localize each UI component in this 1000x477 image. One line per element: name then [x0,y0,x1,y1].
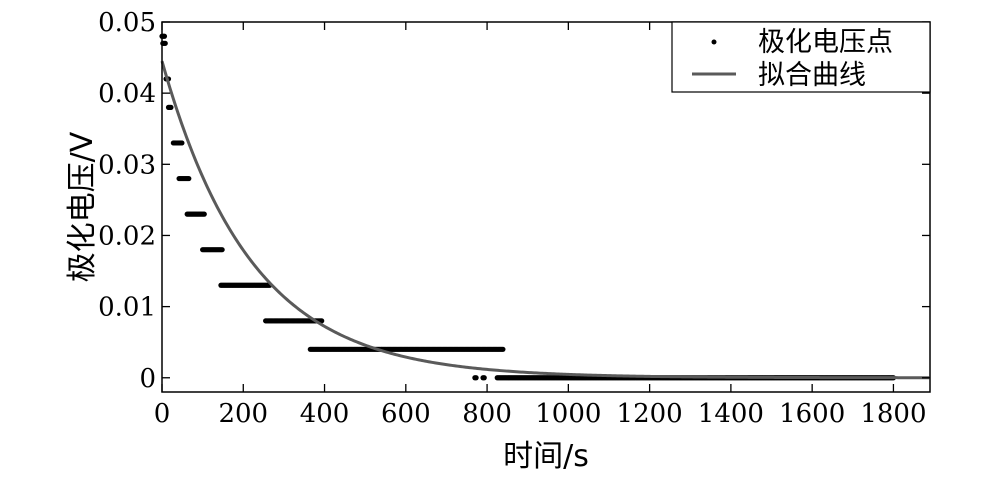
y-tick-label: 0.03 [98,150,156,180]
y-tick-label: 0.02 [98,221,156,251]
x-tick-label: 400 [300,399,350,429]
data-point [219,247,225,253]
x-tick-label: 1600 [779,399,845,429]
x-tick-label: 1400 [698,399,764,429]
y-axis-title: 极化电压/V [65,131,100,282]
data-point [481,375,487,381]
data-point [161,33,168,39]
y-tick-label: 0 [139,364,156,394]
x-tick-label: 1000 [535,399,601,429]
legend-label-fit: 拟合曲线 [758,60,866,91]
y-tick-label: 0.05 [98,8,156,38]
legend-box [671,21,931,93]
x-tick-label: 1200 [617,399,683,429]
legend-point-marker [711,39,717,45]
data-point [473,375,479,381]
x-tick-label: 800 [462,399,512,429]
data-point [319,318,325,324]
x-tick-label: 200 [218,399,268,429]
data-point [500,346,506,352]
polarization-points-series [159,33,897,381]
x-tick-label: 0 [154,399,171,429]
data-point [168,104,174,110]
data-point [179,140,185,146]
y-tick-label: 0.01 [98,293,156,323]
legend-label-points: 极化电压点 [758,27,893,58]
x-tick-label: 600 [381,399,431,429]
data-point [201,211,207,217]
data-point [162,40,168,46]
x-axis-title: 时间/s [503,439,589,474]
data-point [186,175,192,182]
x-tick-label: 1800 [860,399,926,429]
fit-curve-line [160,60,930,380]
y-axis-ticks: 0 0.01 0.02 0.03 0.04 0.05 [98,8,930,394]
legend: 极化电压点 拟合曲线 [671,21,931,93]
plot-frame [161,21,931,393]
x-axis-ticks: 0 200 400 600 800 1000 1200 1400 1600 1800 [154,22,927,429]
y-tick-label: 0.04 [98,79,156,109]
